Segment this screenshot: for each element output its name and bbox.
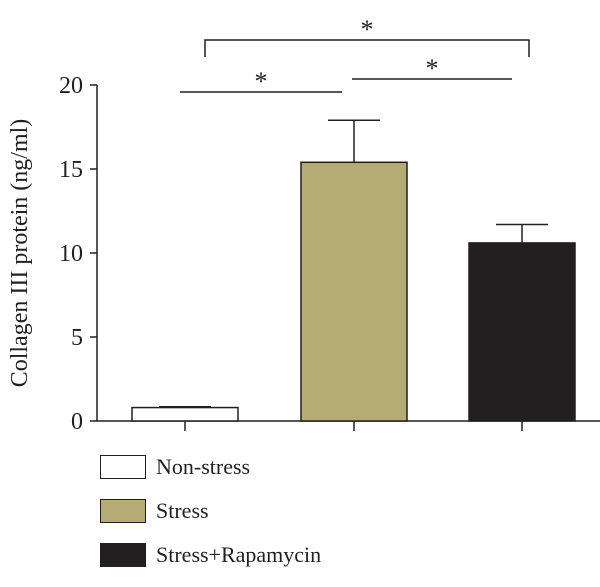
- bar-non-stress: [131, 406, 239, 422]
- significance-stress-vs-stress-rapamycin-label: *: [426, 54, 439, 83]
- y-tick-label: 10: [59, 241, 83, 267]
- legend-swatch-stress-rapamycin: [100, 543, 146, 567]
- legend-swatch-stress: [100, 499, 146, 523]
- y-tick-label: 15: [59, 157, 83, 183]
- significance-non-stress-vs-stress-label: *: [255, 67, 268, 96]
- legend-label-stress: Stress: [156, 498, 209, 523]
- significance-non-stress-vs-stress-rapamycin-line: [204, 39, 530, 57]
- bar-stress-rapamycin: [468, 242, 576, 422]
- y-tick-label: 0: [71, 409, 83, 435]
- y-tick-label: 20: [59, 73, 83, 99]
- legend-item-non-stress: Non-stress: [100, 455, 321, 479]
- significance-non-stress-vs-stress-rapamycin-label: *: [361, 15, 374, 44]
- bars: [131, 119, 576, 422]
- legend: Non-stress Stress Stress+Rapamycin: [100, 455, 321, 587]
- legend-item-stress: Stress: [100, 499, 321, 523]
- legend-label-non-stress: Non-stress: [156, 454, 251, 479]
- bar-stress: [300, 161, 408, 422]
- significance-brackets: * * *: [180, 15, 530, 96]
- legend-swatch-non-stress: [100, 455, 146, 479]
- legend-item-stress-rapamycin: Stress+Rapamycin: [100, 543, 321, 567]
- y-axis-label: Collagen III protein (ng/ml): [7, 119, 33, 388]
- legend-label-stress-rapamycin: Stress+Rapamycin: [156, 542, 322, 567]
- y-tick-label: 5: [71, 325, 83, 351]
